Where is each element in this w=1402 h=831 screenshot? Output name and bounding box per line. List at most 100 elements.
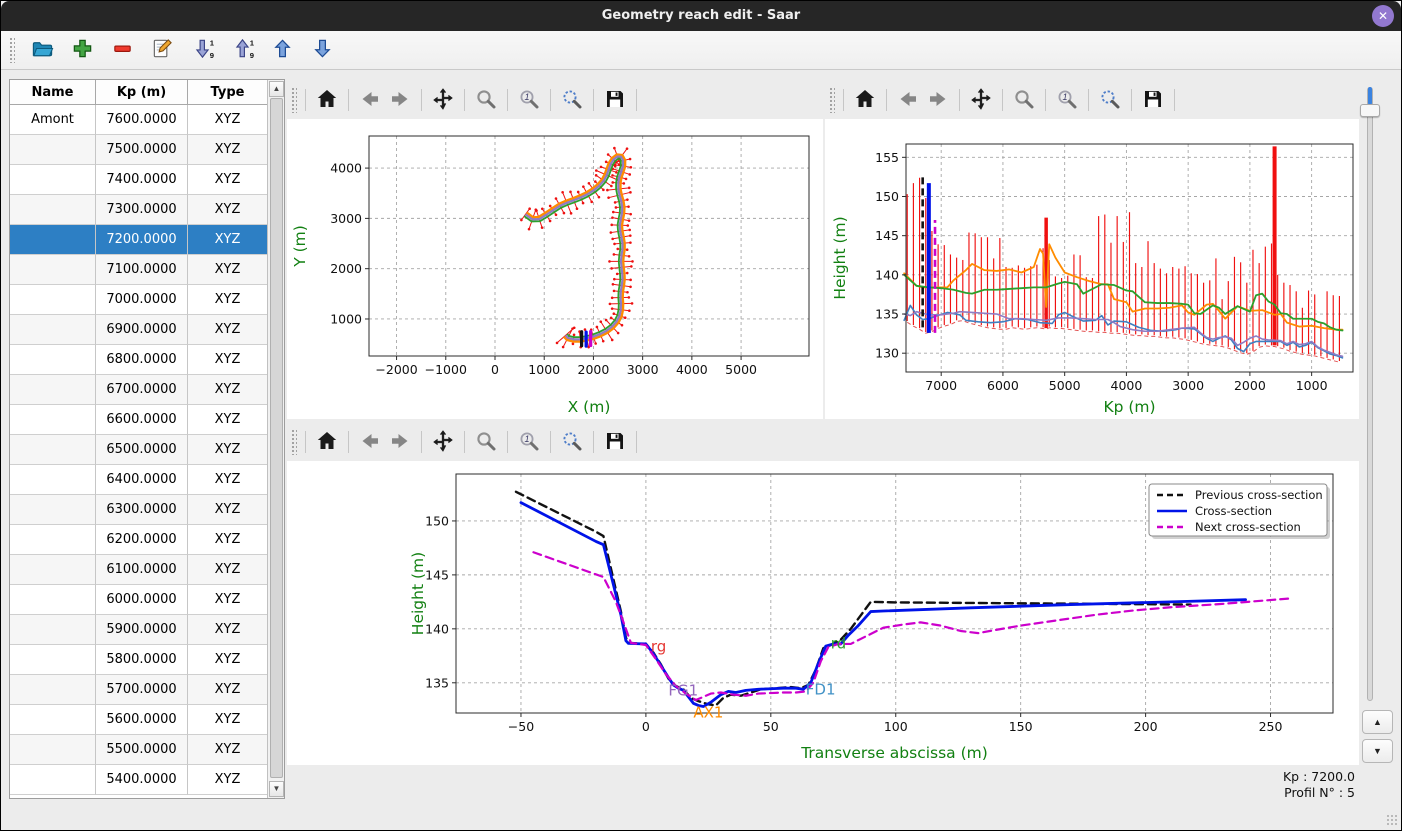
- table-row[interactable]: 6900.0000 XYZ: [10, 315, 284, 345]
- zoom-region-button[interactable]: [557, 85, 587, 115]
- table-row[interactable]: 7100.0000 XYZ: [10, 255, 284, 285]
- forward-button[interactable]: [923, 85, 953, 115]
- table-row[interactable]: 6500.0000 XYZ: [10, 435, 284, 465]
- column-header-kp[interactable]: Kp (m): [96, 80, 188, 105]
- arrow-up-icon: [271, 37, 294, 63]
- move-up-button[interactable]: [267, 35, 297, 65]
- zoom-one-button[interactable]: 1: [514, 85, 544, 115]
- svg-text:Y (m): Y (m): [291, 225, 309, 268]
- cross-section-canvas[interactable]: −50 0 50 100 150 200 250 135 140 145 150 Transverse…: [287, 461, 1359, 765]
- title-bar[interactable]: Geometry reach edit - Saar ✕: [1, 1, 1401, 31]
- table-scrollbar[interactable]: ▲ ▼: [267, 80, 284, 798]
- cell-name: [10, 225, 96, 255]
- pan-button[interactable]: [428, 85, 458, 115]
- table-row[interactable]: 7300.0000 XYZ: [10, 195, 284, 225]
- home-button[interactable]: [312, 85, 342, 115]
- save-button[interactable]: [1138, 85, 1168, 115]
- table-row[interactable]: Amont 7600.0000 XYZ: [10, 105, 284, 135]
- open-button[interactable]: [27, 35, 57, 65]
- table-row[interactable]: 6300.0000 XYZ: [10, 495, 284, 525]
- scrollbar-thumb[interactable]: [270, 98, 283, 778]
- table-row[interactable]: 5500.0000 XYZ: [10, 735, 284, 765]
- table-row[interactable]: 6100.0000 XYZ: [10, 555, 284, 585]
- svg-text:1: 1: [524, 92, 529, 102]
- svg-text:100: 100: [884, 719, 908, 734]
- svg-text:145: 145: [425, 567, 449, 582]
- add-cross-section-button[interactable]: [67, 35, 97, 65]
- cell-kp: 7500.0000: [96, 135, 188, 165]
- table-row[interactable]: 6800.0000 XYZ: [10, 345, 284, 375]
- pan-button[interactable]: [966, 85, 996, 115]
- table-row[interactable]: 5800.0000 XYZ: [10, 645, 284, 675]
- table-row[interactable]: 6200.0000 XYZ: [10, 525, 284, 555]
- back-button[interactable]: [893, 85, 923, 115]
- table-row[interactable]: 7200.0000 XYZ: [10, 225, 284, 255]
- toolbar-separator: [593, 89, 594, 111]
- table-row[interactable]: 6600.0000 XYZ: [10, 405, 284, 435]
- table-row[interactable]: 7000.0000 XYZ: [10, 285, 284, 315]
- back-button[interactable]: [355, 427, 385, 457]
- longitudinal-profile-canvas[interactable]: 7000 6000 5000 4000 3000 2000 1000 130 135 140 145…: [825, 119, 1359, 419]
- cell-kp: 6600.0000: [96, 405, 188, 435]
- column-header-name[interactable]: Name: [10, 80, 96, 105]
- cell-type: XYZ: [188, 165, 268, 195]
- zoom-region-button[interactable]: [557, 427, 587, 457]
- pan-button[interactable]: [428, 427, 458, 457]
- zoom-one-button[interactable]: 1: [1052, 85, 1082, 115]
- zoom-region-icon: [560, 429, 584, 456]
- plot-toolbar-grip[interactable]: [291, 87, 297, 113]
- zoom-region-button[interactable]: [1095, 85, 1125, 115]
- plan-view-canvas[interactable]: −2000 −1000 0 1000 2000 3000 4000 5000 1000 2000 3…: [287, 119, 823, 419]
- previous-profile-button[interactable]: ▲: [1362, 710, 1393, 734]
- cell-type: XYZ: [188, 315, 268, 345]
- svg-text:rd: rd: [831, 634, 846, 652]
- resize-grip[interactable]: [1386, 814, 1398, 826]
- next-profile-button[interactable]: ▼: [1362, 739, 1393, 763]
- column-header-type[interactable]: Type: [188, 80, 268, 105]
- edit-button[interactable]: [147, 35, 177, 65]
- profile-slider-handle[interactable]: [1360, 104, 1380, 117]
- forward-button[interactable]: [385, 85, 415, 115]
- table-row[interactable]: 5900.0000 XYZ: [10, 615, 284, 645]
- zoom-button[interactable]: [471, 85, 501, 115]
- table-row[interactable]: 7400.0000 XYZ: [10, 165, 284, 195]
- zoom-button[interactable]: [1009, 85, 1039, 115]
- table-row[interactable]: 5700.0000 XYZ: [10, 675, 284, 705]
- home-button[interactable]: [312, 427, 342, 457]
- table-row[interactable]: 6400.0000 XYZ: [10, 465, 284, 495]
- plot-toolbar-grip[interactable]: [829, 87, 835, 113]
- svg-text:9: 9: [209, 51, 213, 60]
- close-button[interactable]: ✕: [1372, 5, 1394, 27]
- forward-button[interactable]: [385, 427, 415, 457]
- table-row[interactable]: 6000.0000 XYZ: [10, 585, 284, 615]
- cell-name: [10, 645, 96, 675]
- toolbar-separator: [305, 89, 306, 111]
- table-row[interactable]: 6700.0000 XYZ: [10, 375, 284, 405]
- move-down-button[interactable]: [307, 35, 337, 65]
- save-button[interactable]: [600, 85, 630, 115]
- home-button[interactable]: [850, 85, 880, 115]
- plot-toolbar-grip[interactable]: [291, 429, 297, 455]
- table-row[interactable]: 7500.0000 XYZ: [10, 135, 284, 165]
- svg-text:1: 1: [249, 39, 253, 48]
- svg-text:200: 200: [1134, 719, 1158, 734]
- zoom-button[interactable]: [471, 427, 501, 457]
- back-button[interactable]: [355, 85, 385, 115]
- zoom-one-button[interactable]: 1: [514, 427, 544, 457]
- scroll-down-arrow-icon[interactable]: ▼: [269, 781, 284, 797]
- table-row[interactable]: 5400.0000 XYZ: [10, 765, 284, 795]
- cell-type: XYZ: [188, 585, 268, 615]
- profile-slider-track[interactable]: [1367, 87, 1373, 701]
- remove-cross-section-button[interactable]: [107, 35, 137, 65]
- svg-text:5000: 5000: [725, 362, 757, 377]
- scroll-up-arrow-icon[interactable]: ▲: [269, 81, 284, 97]
- svg-text:135: 135: [425, 675, 449, 690]
- toolbar-grip[interactable]: [9, 37, 15, 63]
- table-row[interactable]: 5600.0000 XYZ: [10, 705, 284, 735]
- save-button[interactable]: [600, 427, 630, 457]
